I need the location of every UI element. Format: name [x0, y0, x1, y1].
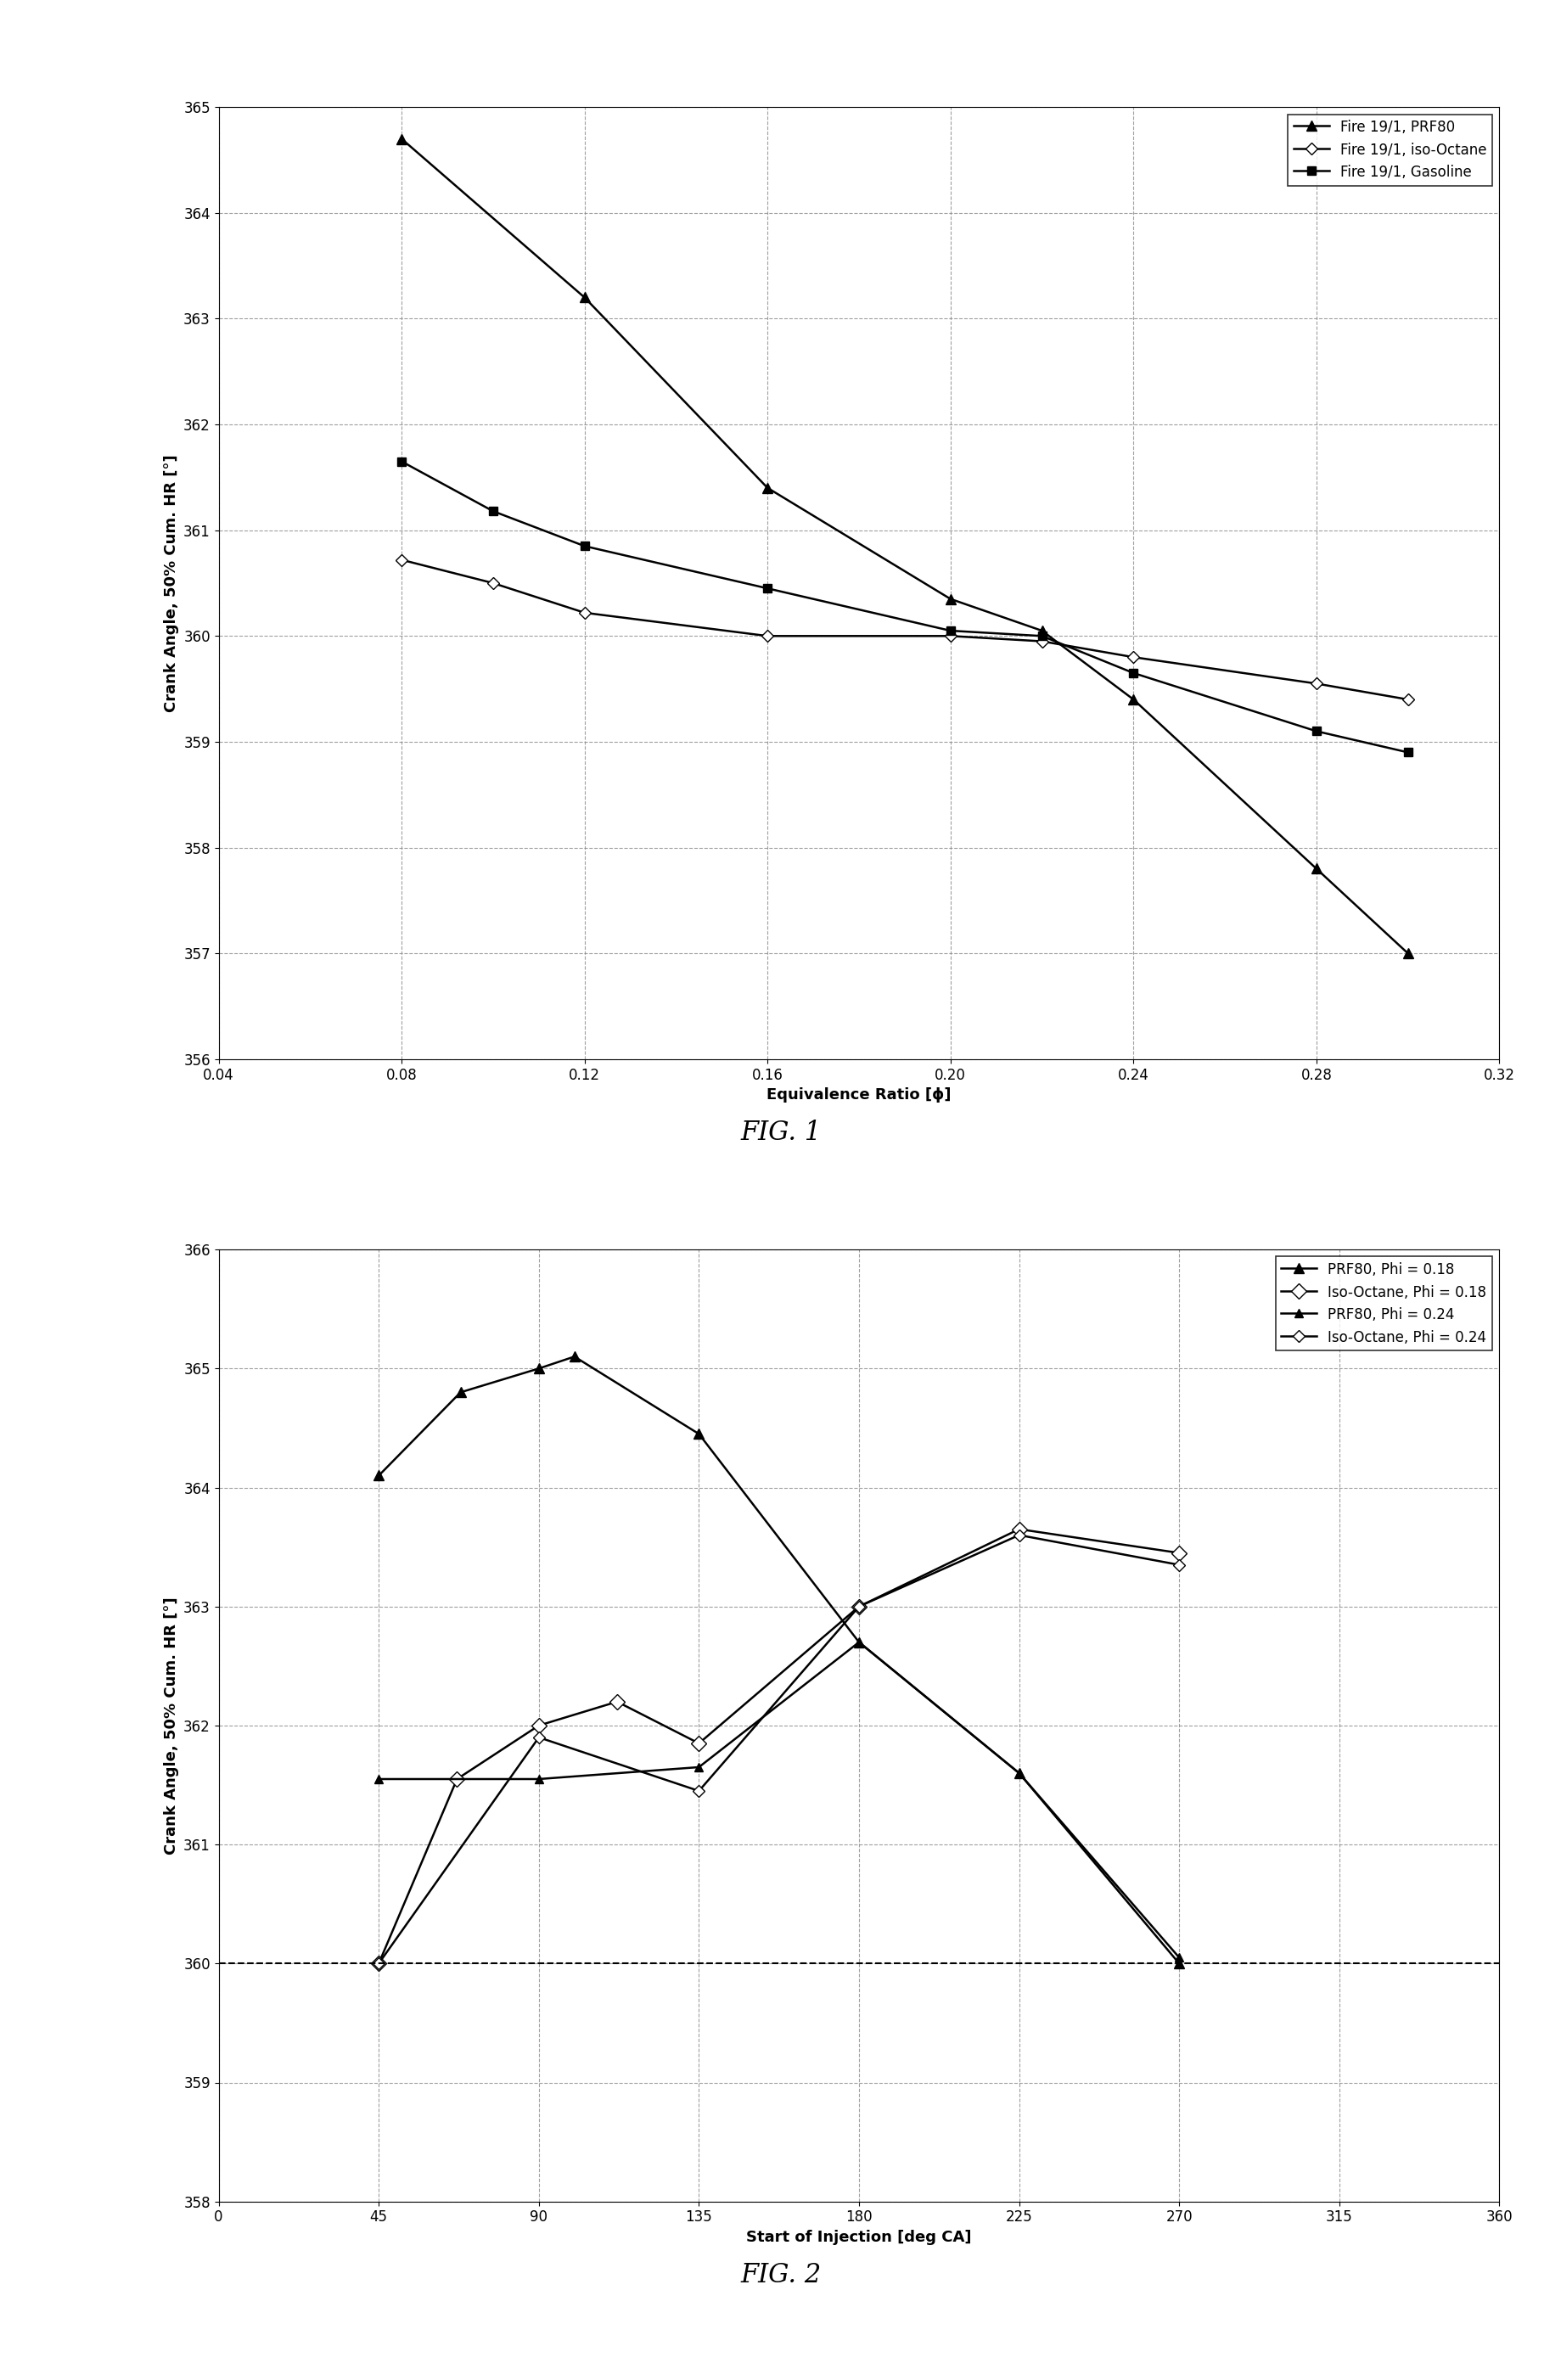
PRF80, Phi = 0.24	[1010, 1759, 1029, 1787]
Fire 19/1, Gasoline	[1307, 716, 1325, 745]
Fire 19/1, PRF80	[574, 283, 593, 312]
Legend: PRF80, Phi = 0.18, Iso-Octane, Phi = 0.18, PRF80, Phi = 0.24, Iso-Octane, Phi = : PRF80, Phi = 0.18, Iso-Octane, Phi = 0.1…	[1275, 1257, 1491, 1352]
PRF80, Phi = 0.18	[1010, 1759, 1029, 1787]
Y-axis label: Crank Angle, 50% Cum. HR [°]: Crank Angle, 50% Cum. HR [°]	[164, 455, 178, 712]
Iso-Octane, Phi = 0.24	[1010, 1521, 1029, 1549]
PRF80, Phi = 0.18	[1169, 1949, 1188, 1978]
PRF80, Phi = 0.18	[451, 1378, 470, 1407]
Iso-Octane, Phi = 0.18	[529, 1711, 548, 1740]
Iso-Octane, Phi = 0.18	[370, 1949, 389, 1978]
Line: Iso-Octane, Phi = 0.18: Iso-Octane, Phi = 0.18	[373, 1523, 1183, 1968]
Fire 19/1, Gasoline	[1032, 621, 1051, 650]
Fire 19/1, PRF80	[392, 124, 411, 152]
Iso-Octane, Phi = 0.18	[448, 1764, 467, 1792]
Line: Fire 19/1, iso-Octane: Fire 19/1, iso-Octane	[398, 555, 1411, 704]
Fire 19/1, Gasoline	[392, 447, 411, 476]
Iso-Octane, Phi = 0.24	[529, 1723, 548, 1752]
Legend: Fire 19/1, PRF80, Fire 19/1, iso-Octane, Fire 19/1, Gasoline: Fire 19/1, PRF80, Fire 19/1, iso-Octane,…	[1288, 114, 1491, 186]
Fire 19/1, Gasoline	[1397, 738, 1416, 766]
Line: Fire 19/1, PRF80: Fire 19/1, PRF80	[396, 133, 1413, 959]
Iso-Octane, Phi = 0.24	[1169, 1549, 1188, 1578]
PRF80, Phi = 0.18	[849, 1628, 868, 1656]
Line: PRF80, Phi = 0.18: PRF80, Phi = 0.18	[373, 1352, 1183, 1968]
PRF80, Phi = 0.18	[690, 1418, 709, 1447]
Fire 19/1, Gasoline	[941, 616, 960, 645]
Fire 19/1, iso-Octane	[574, 597, 593, 626]
Line: Iso-Octane, Phi = 0.24: Iso-Octane, Phi = 0.24	[375, 1530, 1183, 1968]
Iso-Octane, Phi = 0.18	[690, 1728, 709, 1756]
Fire 19/1, Gasoline	[757, 574, 776, 602]
Iso-Octane, Phi = 0.18	[607, 1687, 626, 1716]
Fire 19/1, iso-Octane	[941, 621, 960, 650]
Fire 19/1, PRF80	[1397, 940, 1416, 969]
PRF80, Phi = 0.24	[690, 1754, 709, 1783]
Line: PRF80, Phi = 0.24: PRF80, Phi = 0.24	[375, 1637, 1183, 1961]
PRF80, Phi = 0.24	[529, 1764, 548, 1792]
X-axis label: Start of Injection [deg CA]: Start of Injection [deg CA]	[746, 2230, 971, 2244]
Fire 19/1, iso-Octane	[484, 569, 503, 597]
Text: FIG. 1: FIG. 1	[740, 1119, 821, 1147]
PRF80, Phi = 0.18	[370, 1461, 389, 1490]
Iso-Octane, Phi = 0.18	[1169, 1540, 1188, 1568]
Fire 19/1, iso-Octane	[1124, 643, 1143, 671]
Fire 19/1, iso-Octane	[757, 621, 776, 650]
Fire 19/1, iso-Octane	[1032, 626, 1051, 654]
PRF80, Phi = 0.24	[1169, 1942, 1188, 1971]
Fire 19/1, PRF80	[1124, 685, 1143, 714]
Fire 19/1, Gasoline	[574, 531, 593, 559]
Fire 19/1, iso-Octane	[1307, 669, 1325, 697]
Iso-Octane, Phi = 0.24	[849, 1592, 868, 1621]
Text: FIG. 2: FIG. 2	[740, 2261, 821, 2290]
PRF80, Phi = 0.24	[370, 1764, 389, 1792]
Fire 19/1, PRF80	[1307, 854, 1325, 883]
PRF80, Phi = 0.24	[849, 1628, 868, 1656]
Fire 19/1, iso-Octane	[1397, 685, 1416, 714]
Fire 19/1, Gasoline	[1124, 659, 1143, 688]
Iso-Octane, Phi = 0.24	[370, 1949, 389, 1978]
Fire 19/1, Gasoline	[484, 497, 503, 526]
Iso-Octane, Phi = 0.24	[690, 1775, 709, 1804]
PRF80, Phi = 0.18	[529, 1354, 548, 1383]
Fire 19/1, PRF80	[757, 474, 776, 502]
X-axis label: Equivalence Ratio [ϕ]: Equivalence Ratio [ϕ]	[766, 1088, 951, 1102]
Y-axis label: Crank Angle, 50% Cum. HR [°]: Crank Angle, 50% Cum. HR [°]	[164, 1597, 178, 1854]
Iso-Octane, Phi = 0.18	[1010, 1514, 1029, 1542]
Fire 19/1, PRF80	[941, 585, 960, 614]
Iso-Octane, Phi = 0.18	[849, 1592, 868, 1621]
Fire 19/1, PRF80	[1032, 616, 1051, 645]
Fire 19/1, iso-Octane	[392, 545, 411, 574]
Line: Fire 19/1, Gasoline: Fire 19/1, Gasoline	[398, 457, 1411, 757]
PRF80, Phi = 0.18	[565, 1342, 584, 1371]
